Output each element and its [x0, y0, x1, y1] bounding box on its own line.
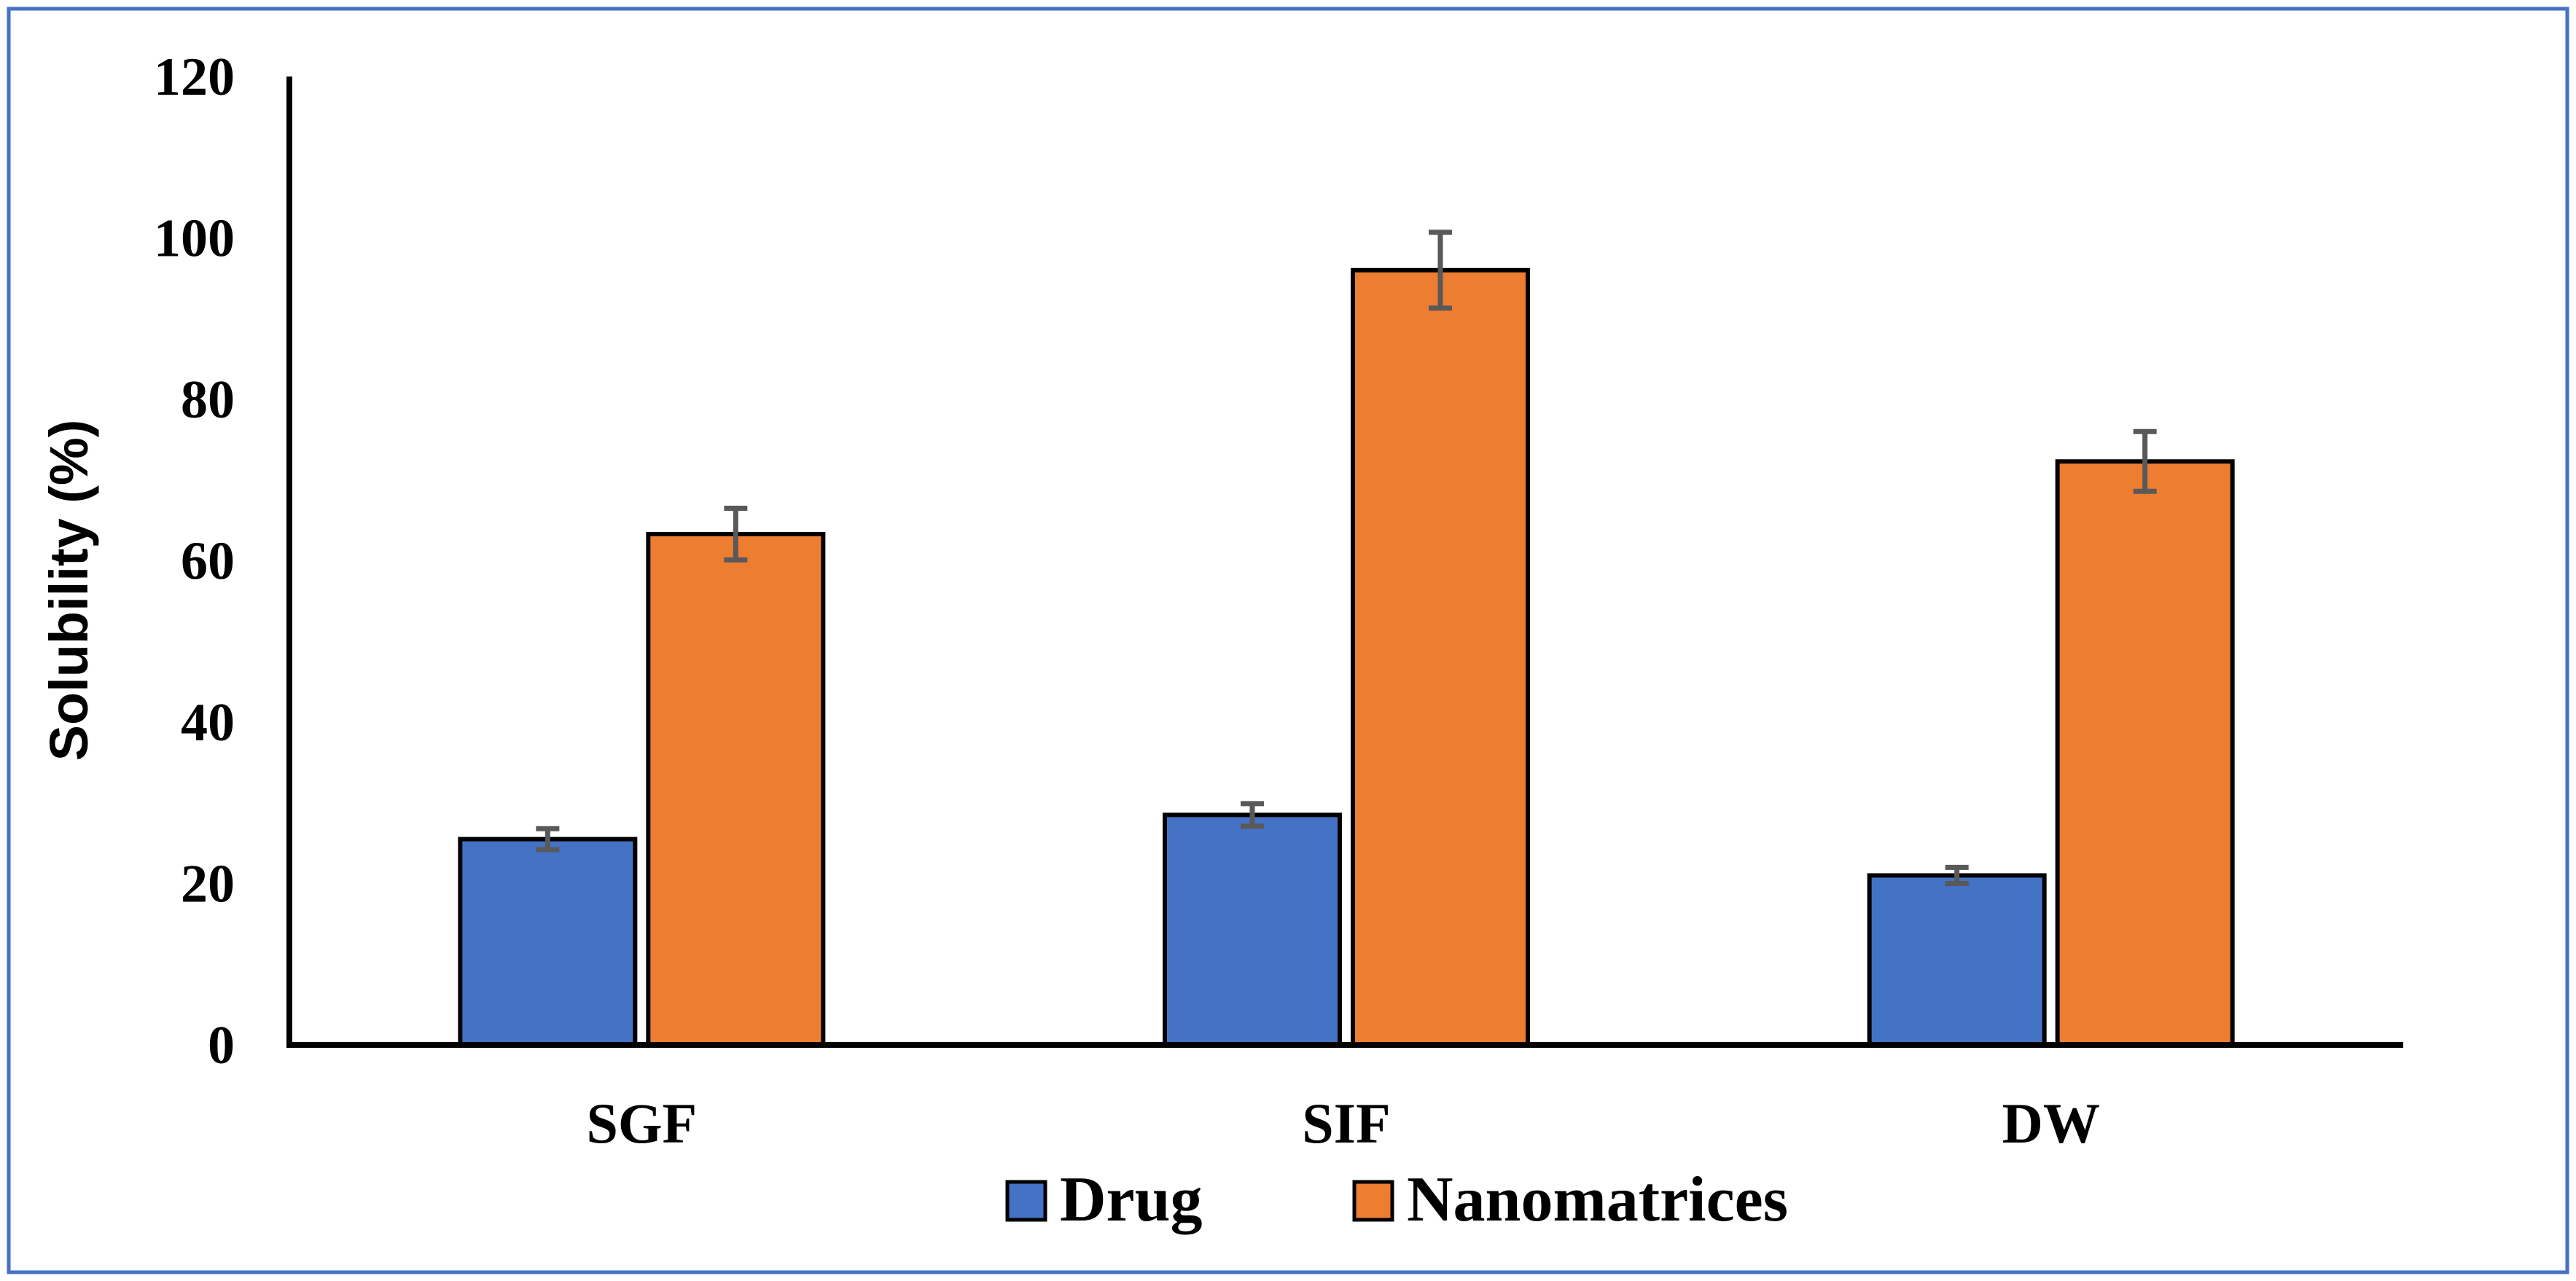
legend-label-drug: Drug: [1060, 1164, 1203, 1235]
bar-drug-sif: [1163, 812, 1342, 1048]
legend-label-nanomatrices: Nanomatrices: [1407, 1164, 1788, 1235]
bar-drug-dw: [1867, 873, 2047, 1048]
y-tick-label: 20: [181, 855, 235, 914]
bar-nanomatrices-sgf: [646, 531, 826, 1047]
plot-area: 0 20 40 60 80 100 120 SGF SIF DW: [154, 47, 2403, 1155]
bar-drug-sgf: [458, 837, 638, 1048]
bar-nanomatrices-sif: [1351, 267, 1530, 1047]
legend: Drug Nanomatrices: [1005, 1164, 1788, 1235]
x-tick-label: SIF: [1302, 1092, 1390, 1155]
y-axis-title: Solubility (%): [39, 420, 99, 761]
y-tick-label: 40: [181, 693, 235, 753]
y-tick-label: 80: [181, 370, 235, 430]
error-bar: [1241, 801, 1264, 829]
legend-swatch-drug: [1005, 1180, 1047, 1222]
y-tick-label: 0: [208, 1016, 235, 1076]
bar-nanomatrices-dw: [2055, 459, 2235, 1047]
legend-swatch-nanomatrices: [1352, 1180, 1394, 1222]
y-tick-label: 100: [154, 209, 235, 269]
error-bar: [2133, 428, 2157, 494]
y-tick-label: 120: [154, 47, 235, 107]
x-tick-label: DW: [2002, 1092, 2099, 1155]
error-bar: [1429, 230, 1452, 311]
error-bar: [1945, 864, 1969, 886]
error-bar: [536, 826, 560, 853]
y-tick-label: 60: [181, 532, 235, 592]
x-tick-label: SGF: [586, 1092, 697, 1155]
error-bar: [724, 506, 748, 563]
